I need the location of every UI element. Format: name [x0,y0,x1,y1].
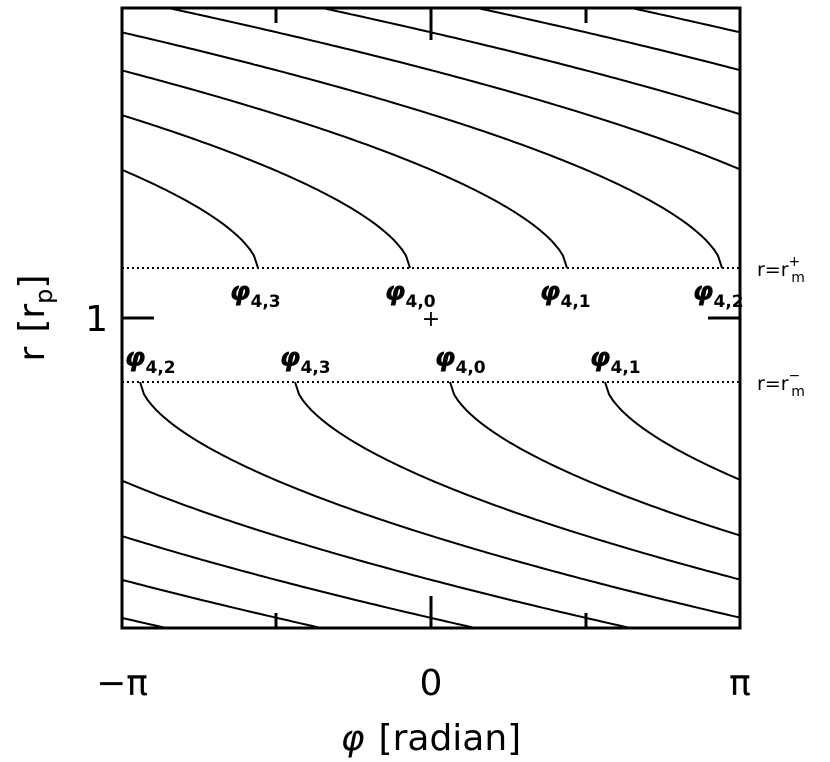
contour [449,381,740,537]
boundary-text: r=r [757,373,789,395]
boundary-label: r=r+ m [757,254,805,286]
contour [317,8,740,116]
phase-sub: 4,1 [611,358,641,378]
y-axis-unit-sub: p [30,289,58,304]
contour [122,114,411,269]
boundary-sup: − [789,368,801,384]
boundary-sub: m [791,270,805,286]
contour [122,69,568,269]
phase-label: φ4,2 [692,276,743,312]
phase-symbol: φ [124,342,145,373]
x-tick-label: −π [96,663,148,704]
contour [122,535,480,628]
ticks [122,8,740,628]
y-axis-title: r [rp] [12,275,58,362]
phase-sub: 4,3 [251,292,281,312]
y-axis-symbol: r [12,346,53,361]
phase-label: φ4,0 [384,276,435,312]
phase-symbol: φ [279,342,300,373]
phase-labels: φ4,3 φ4,0 φ4,1 φ4,2φ4,2 φ4,3 φ4,0 φ4,1 [124,276,743,378]
phase-label: φ4,1 [589,342,640,378]
contour [604,381,740,481]
boundary-sup: + [789,254,801,270]
phase-label: φ4,3 [279,342,330,378]
y-axis-unit: [r [12,304,53,333]
phase-symbol: φ [539,276,560,307]
contour [122,578,326,628]
phase-label: φ4,0 [434,342,485,378]
phase-label: φ4,2 [124,342,175,378]
x-tick-label: π [729,663,751,704]
phase-symbol: φ [692,276,713,307]
phase-label: φ4,1 [539,276,590,312]
phase-sub: 4,0 [456,358,486,378]
x-axis-symbol: φ [341,718,365,759]
x-tick-label: 0 [420,663,443,704]
y-tick-label: 1 [85,299,108,340]
contour [122,479,635,628]
boundary-label: r=r− m [757,368,805,400]
phase-sub: 4,0 [406,292,436,312]
boundary-text: r=r [757,259,789,281]
phase-sub: 4,2 [714,292,744,312]
x-axis-title: φ [radian] [341,718,521,759]
y-axis-unit-close: ] [12,275,53,289]
contour [294,381,740,581]
phase-symbol: φ [384,276,405,307]
contour [626,8,740,34]
contour [122,31,723,269]
contour [472,8,740,72]
x-axis-unit: [radian] [379,718,522,759]
phase-symbol: φ [434,342,455,373]
contour [163,8,740,171]
phase-sub: 4,2 [146,358,176,378]
boundary-sub: m [791,384,805,400]
contour [122,168,259,269]
phase-sub: 4,3 [301,358,331,378]
phase-sub: 4,1 [561,292,591,312]
phase-symbol: φ [229,276,250,307]
boundary-lines [122,267,740,383]
contour [139,381,740,619]
phase-symbol: φ [589,342,610,373]
center-marker: + [422,307,440,332]
phase-label: φ4,3 [229,276,280,312]
contour [122,616,171,628]
